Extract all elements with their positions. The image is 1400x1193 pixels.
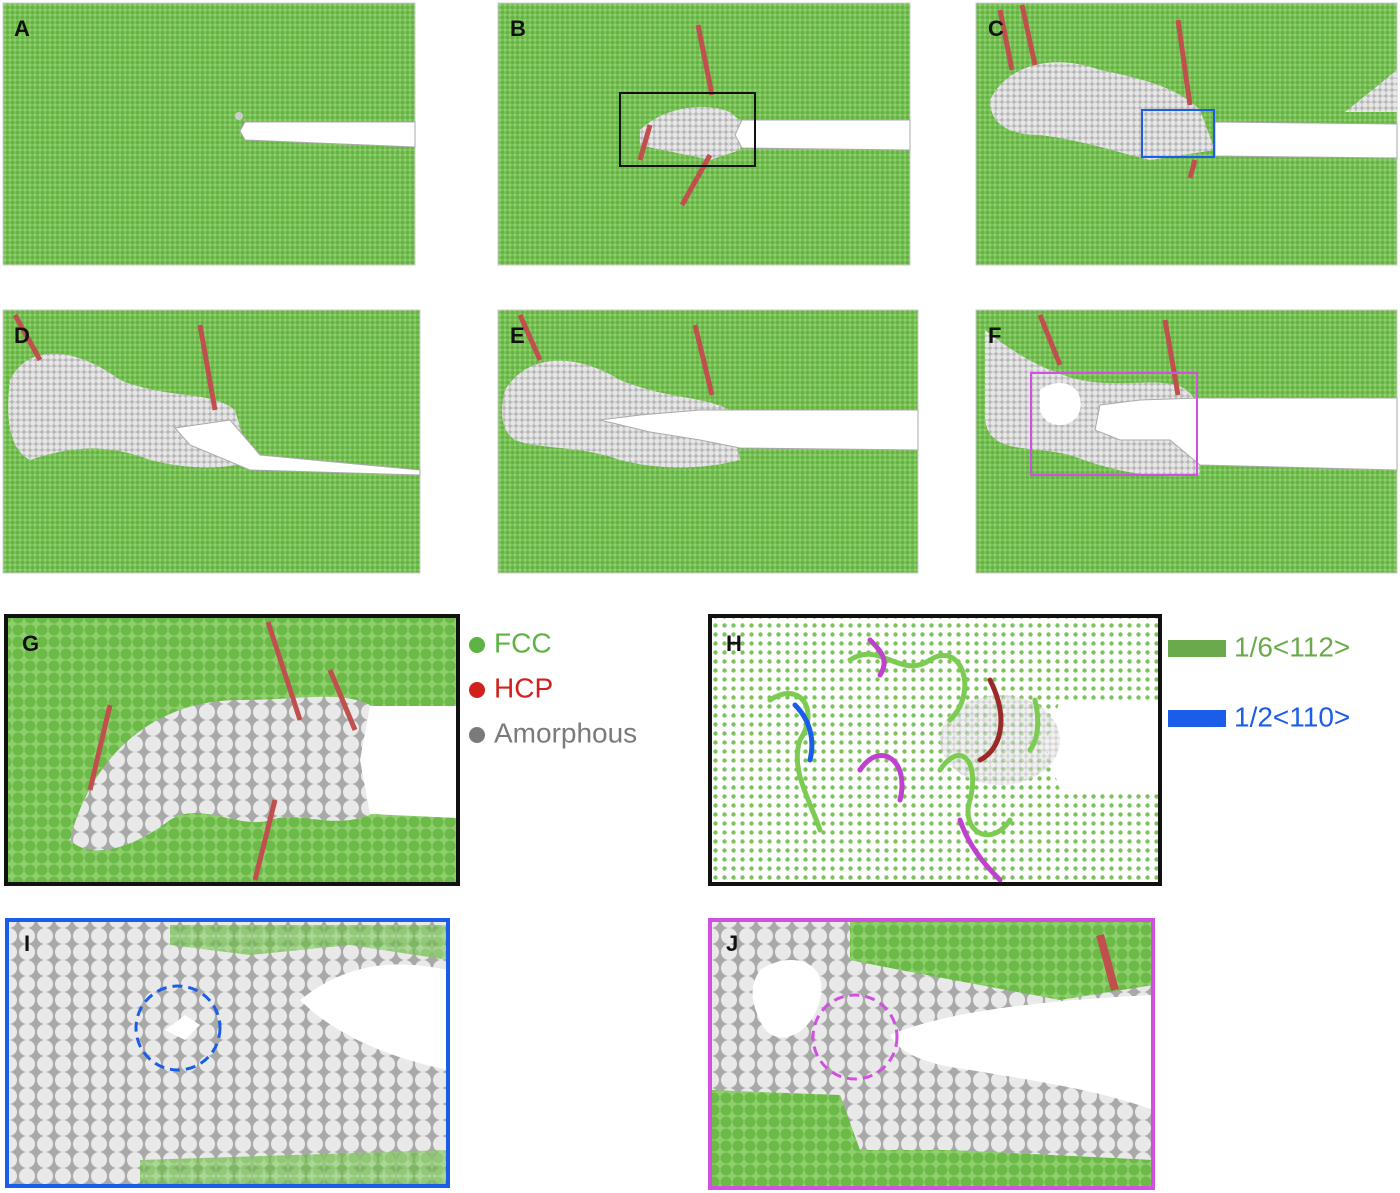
panel-i: I	[5, 918, 450, 1188]
amorphous-zone	[502, 360, 740, 468]
crack	[1045, 700, 1160, 790]
zoom-box	[1141, 109, 1215, 158]
phase-legend: FCC HCP Amorphous	[469, 627, 637, 748]
hcp-band	[12, 313, 43, 362]
panel-c: C	[975, 2, 1398, 266]
hcp-band	[1019, 4, 1038, 66]
panel-frame	[708, 614, 1162, 886]
hcp-band	[637, 124, 653, 161]
dislocation	[857, 753, 905, 803]
panel-frame	[5, 918, 450, 1188]
legend-marker	[469, 727, 485, 743]
crack	[174, 419, 421, 476]
legend-label: 1/6<112>	[1234, 631, 1350, 662]
fcc-zone	[170, 925, 448, 960]
crack	[1214, 121, 1398, 159]
legend-label: HCP	[494, 672, 553, 703]
panel-label: F	[988, 323, 1001, 348]
amorphous-zone	[990, 62, 1215, 160]
panel-label: C	[988, 16, 1004, 41]
panel-j: J	[708, 918, 1155, 1190]
fcc-zone	[140, 1150, 448, 1186]
legend-label: FCC	[494, 627, 552, 658]
dislocation	[937, 753, 1013, 838]
panel-f: F	[975, 309, 1398, 574]
panel-b: B	[497, 2, 911, 266]
crack	[300, 964, 448, 1070]
void	[752, 960, 822, 1038]
crack	[1094, 397, 1398, 471]
hcp-band	[1096, 933, 1119, 992]
zoom-box	[619, 92, 756, 167]
legend-marker	[1168, 640, 1226, 657]
panel-e: E	[497, 309, 919, 574]
amorphous-zone	[1345, 70, 1397, 112]
defect	[235, 112, 243, 120]
fcc-zone	[710, 1090, 1153, 1188]
panel-label: H	[726, 631, 742, 656]
crack	[734, 119, 911, 151]
hcp-band	[695, 24, 715, 96]
panel-a: A	[2, 2, 416, 266]
dislocation	[847, 651, 968, 723]
amorphous-zone	[640, 106, 745, 160]
legend-label: Amorphous	[494, 717, 637, 748]
hcp-band	[1187, 159, 1198, 179]
zoom-box	[1030, 372, 1198, 476]
crack	[890, 995, 1153, 1110]
atom-field	[7, 920, 448, 1186]
panel-g: G	[4, 614, 460, 886]
dislocation-lines	[767, 637, 1041, 883]
hcp-band	[692, 324, 715, 396]
legend-marker	[1168, 710, 1226, 727]
crack	[360, 706, 458, 818]
panel-frame	[708, 918, 1155, 1190]
highlight-circle	[811, 993, 899, 1081]
fcc-zone	[850, 922, 1153, 1000]
panel-label: J	[726, 931, 738, 956]
hcp-band	[265, 621, 303, 721]
dislocation	[867, 637, 887, 678]
panel-label: E	[510, 323, 525, 348]
dislocation	[792, 702, 815, 763]
hcp-band	[197, 324, 218, 411]
hcp-band	[1162, 319, 1181, 396]
panel-label: A	[14, 16, 30, 41]
crack	[239, 121, 416, 148]
panel-h: H	[708, 614, 1162, 886]
panel-label: B	[510, 16, 526, 41]
legend-marker	[469, 637, 485, 653]
hcp-band	[1037, 314, 1063, 366]
hcp-band	[252, 799, 278, 881]
highlight-circle	[134, 984, 222, 1072]
panel-label: D	[14, 323, 30, 348]
dislocation	[767, 691, 823, 833]
void	[1040, 382, 1081, 425]
panel-frame	[4, 614, 460, 886]
void	[165, 1015, 200, 1040]
amorphous-zone	[70, 696, 370, 851]
legend-marker	[469, 682, 485, 698]
hcp-band	[87, 704, 113, 791]
hcp-band	[997, 9, 1015, 71]
hcp-band	[1175, 19, 1193, 106]
dislocation	[1027, 697, 1041, 753]
dislocation	[957, 817, 1003, 883]
crack	[599, 409, 919, 451]
hcp-band	[327, 669, 358, 731]
legend-label: 1/2<110>	[1234, 701, 1350, 732]
hcp-band	[517, 313, 543, 362]
dislocation-legend: 1/6<112> 1/2<110>	[1168, 631, 1350, 732]
panel-label: I	[24, 931, 30, 956]
hcp-band	[679, 153, 713, 207]
panel-label: G	[22, 631, 39, 656]
panel-d: D	[2, 309, 421, 574]
dislocation	[977, 677, 1004, 763]
